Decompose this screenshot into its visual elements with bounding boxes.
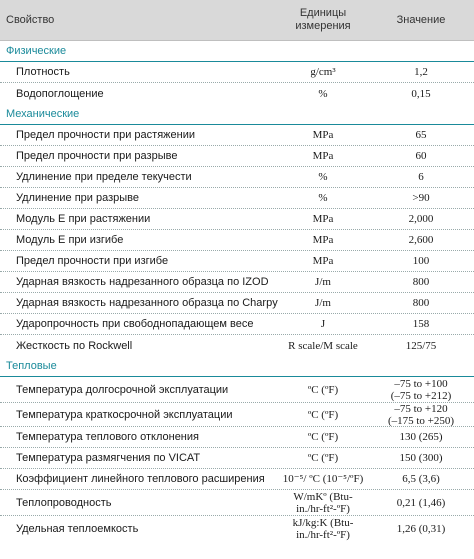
table-row: Температура долгосрочной эксплуатации ºC… xyxy=(0,377,474,403)
property-name: Температура размягчения по VICAT xyxy=(16,452,201,464)
property-value: 2,000 xyxy=(408,213,434,225)
property-unit: J/m xyxy=(315,276,331,288)
header-value: Значение xyxy=(396,14,446,26)
table-row: Предел прочности при растяжении MPa 65 xyxy=(0,125,474,146)
section-mechanical: Механические xyxy=(0,104,474,125)
property-name: Теплопроводность xyxy=(16,496,112,509)
property-name: Температура теплового отклонения xyxy=(16,431,199,443)
property-value: 0,21 (1,46) xyxy=(396,496,446,509)
property-unit: g/cm³ xyxy=(310,66,336,78)
property-unit: % xyxy=(318,87,328,100)
property-value: 6 xyxy=(418,171,424,183)
table-row: Удлинение при пределе текучести % 6 xyxy=(0,167,474,188)
property-unit: 10⁻⁵/ ºC (10⁻⁵/ºF) xyxy=(282,473,364,485)
property-name: Удлинение при пределе текучести xyxy=(16,171,192,183)
property-value: 0,15 xyxy=(411,87,431,100)
property-value: 130 (265) xyxy=(399,431,443,443)
header-property: Свойство xyxy=(6,14,55,26)
table-row: Предел прочности при разрыве MPa 60 xyxy=(0,146,474,167)
section-physical: Физические xyxy=(0,41,474,62)
property-name: Ударная вязкость надрезанного образца по… xyxy=(16,276,269,288)
properties-table: Свойство Единицы измерения Значение Физи… xyxy=(0,0,474,542)
property-name: Ударная вязкость надрезанного образца по… xyxy=(16,297,278,309)
property-unit: ºC (ºF) xyxy=(307,431,339,443)
table-row: Ударная вязкость надрезанного образца по… xyxy=(0,293,474,314)
table-row: Температура теплового отклонения ºC (ºF)… xyxy=(0,427,474,448)
property-value: 1,2 xyxy=(414,66,428,78)
property-name: Водопоглощение xyxy=(16,87,104,100)
property-unit: J/m xyxy=(315,297,331,309)
property-unit: MPa xyxy=(312,129,334,141)
property-name: Коэффициент линейного теплового расширен… xyxy=(16,473,265,485)
property-unit: % xyxy=(318,171,328,183)
property-name: Предел прочности при изгибе xyxy=(16,255,169,267)
property-value: –75 to +100 (–75 to +212) xyxy=(390,377,452,402)
property-name: Жесткость по Rockwell xyxy=(16,339,133,352)
table-header: Свойство Единицы измерения Значение xyxy=(0,0,474,41)
property-unit: ºC (ºF) xyxy=(307,408,339,421)
table-row: Водопоглощение % 0,15 xyxy=(0,83,474,104)
property-unit: ºC (ºF) xyxy=(307,383,339,396)
table-row: Ударопрочность при свободнопадающем весе… xyxy=(0,314,474,335)
property-value: >90 xyxy=(412,192,430,204)
property-value: –75 to +120 (–175 to +250) xyxy=(387,402,455,427)
property-value: 60 xyxy=(415,150,427,162)
property-value: 6,5 (3,6) xyxy=(402,473,440,485)
table-row: Плотность g/cm³ 1,2 xyxy=(0,62,474,83)
property-name: Плотность xyxy=(16,66,70,78)
table-row: Удлинение при разрыве % >90 xyxy=(0,188,474,209)
table-row: Предел прочности при изгибе MPa 100 xyxy=(0,251,474,272)
property-unit: R scale/M scale xyxy=(288,339,358,352)
table-row: Модуль Е при изгибе MPa 2,600 xyxy=(0,230,474,251)
property-value: 800 xyxy=(412,297,430,309)
header-units: Единицы измерения xyxy=(295,7,351,32)
property-value: 125/75 xyxy=(405,339,437,352)
property-value: 150 (300) xyxy=(399,452,443,464)
table-row: Удельная теплоемкость kJ/kg:K (Btu- in./… xyxy=(0,516,474,542)
property-name: Температура краткосрочной эксплуатации xyxy=(16,408,233,421)
property-value: 65 xyxy=(415,129,427,141)
property-name: Предел прочности при растяжении xyxy=(16,129,196,141)
table-row: Жесткость по Rockwell R scale/M scale 12… xyxy=(0,335,474,356)
property-name: Модуль Е при изгибе xyxy=(16,234,124,246)
property-value: 1,26 (0,31) xyxy=(396,523,446,535)
property-unit: W/mKº (Btu- in./hr-ft²-ºF) xyxy=(293,490,353,515)
property-name: Удельная теплоемкость xyxy=(16,523,139,535)
property-value: 100 xyxy=(412,255,430,267)
property-unit: MPa xyxy=(312,255,334,267)
property-value: 2,600 xyxy=(408,234,434,246)
property-unit: MPa xyxy=(312,213,334,225)
table-row: Температура краткосрочной эксплуатации º… xyxy=(0,403,474,427)
property-value: 800 xyxy=(412,276,430,288)
property-unit: kJ/kg:K (Btu- in./hr-ft²-ºF) xyxy=(292,517,354,541)
property-unit: J xyxy=(320,318,326,330)
property-unit: MPa xyxy=(312,234,334,246)
property-unit: MPa xyxy=(312,150,334,162)
table-row: Температура размягчения по VICAT ºC (ºF)… xyxy=(0,448,474,469)
table-row: Коэффициент линейного теплового расширен… xyxy=(0,469,474,490)
property-name: Удлинение при разрыве xyxy=(16,192,139,204)
table-row: Ударная вязкость надрезанного образца по… xyxy=(0,272,474,293)
property-value: 158 xyxy=(412,318,430,330)
property-unit: % xyxy=(318,192,328,204)
property-name: Температура долгосрочной эксплуатации xyxy=(16,383,229,396)
property-unit: ºC (ºF) xyxy=(307,452,339,464)
section-thermal: Тепловые xyxy=(0,356,474,377)
table-row: Теплопроводность W/mKº (Btu- in./hr-ft²-… xyxy=(0,490,474,516)
property-name: Модуль Е при растяжении xyxy=(16,213,151,225)
property-name: Предел прочности при разрыве xyxy=(16,150,178,162)
table-row: Модуль Е при растяжении MPa 2,000 xyxy=(0,209,474,230)
property-name: Ударопрочность при свободнопадающем весе xyxy=(16,318,254,330)
